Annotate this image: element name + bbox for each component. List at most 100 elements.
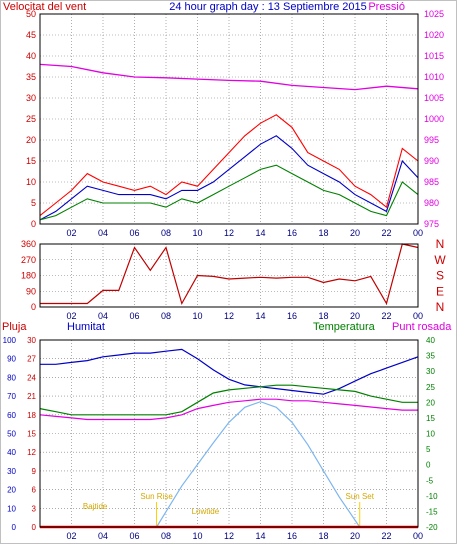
header-center-label: 24 hour graph day : 13 Septiembre 2015: [169, 1, 367, 13]
temperature-y-tick-label: 35: [426, 352, 435, 361]
x-tick-label-wind: 04: [98, 228, 108, 238]
x-tick-label-dir: 04: [98, 311, 108, 321]
pressure-y-tick-label: 1025: [424, 9, 444, 19]
pressure-line: [39, 63, 419, 91]
humidity-y-tick-label: 80: [7, 373, 16, 382]
x-tick-label-dir: 16: [287, 311, 297, 321]
solar-curve-line: [156, 401, 361, 528]
rain-y-tick-label: 30: [27, 336, 36, 345]
pressure-y-tick-label: 990: [424, 156, 439, 166]
temperature-y-tick-label: 10: [426, 430, 435, 439]
x-tick-label-atmos: 10: [192, 531, 202, 541]
plot-frame-atmos: [39, 339, 419, 528]
x-tick-label-atmos: 02: [66, 531, 76, 541]
wind-y-tick-label: 25: [26, 114, 36, 124]
x-tick-label-wind: 08: [161, 228, 171, 238]
x-tick-label-dir: 12: [224, 311, 234, 321]
wind-y-tick-label: 5: [31, 198, 36, 208]
pressure-y-tick-label: 1000: [424, 114, 444, 124]
pressure-y-tick-label: 985: [424, 177, 439, 187]
x-tick-label-dir: 18: [318, 311, 328, 321]
wind-y-tick-label: 35: [26, 72, 36, 82]
x-tick-label-atmos: 04: [98, 531, 108, 541]
wind-y-tick-label: 15: [26, 156, 36, 166]
direction-y-tick-label: 270: [21, 255, 36, 265]
pressure-y-tick-label: 980: [424, 198, 439, 208]
header-right-label: Pressió: [368, 1, 405, 13]
wind-line-red: [39, 114, 419, 217]
wind-y-tick-label: 50: [26, 9, 36, 19]
x-tick-label-dir: 10: [192, 311, 202, 321]
rain-y-tick-label: 21: [27, 392, 36, 401]
annotation-label: Sun Rise: [140, 492, 173, 501]
temperature-y-tick-label: 40: [426, 336, 435, 345]
pressure-y-tick-label: 1015: [424, 51, 444, 61]
wind-y-tick-label: 0: [31, 219, 36, 229]
x-tick-label-wind: 18: [318, 228, 328, 238]
humidity-y-tick-label: 70: [7, 392, 16, 401]
direction-y-tick-label: 90: [26, 286, 36, 296]
temperature-y-tick-label: 5: [426, 445, 431, 454]
wind-y-tick-label: 40: [26, 51, 36, 61]
x-tick-label-dir: 06: [129, 311, 139, 321]
x-tick-label-dir: 14: [255, 311, 265, 321]
x-tick-label-wind: 20: [350, 228, 360, 238]
temperature-line: [39, 384, 418, 416]
dewpoint-label: Punt rosada: [392, 321, 452, 333]
dewpoint-line: [39, 398, 418, 421]
x-tick-label-atmos: 12: [224, 531, 234, 541]
humidity-y-tick-label: 10: [7, 504, 16, 513]
x-tick-label-atmos: 14: [255, 531, 265, 541]
direction-compass-label: E: [436, 284, 444, 298]
rain-y-tick-label: 3: [32, 504, 37, 513]
rain-y-tick-label: 18: [27, 411, 36, 420]
humidity-y-tick-label: 100: [3, 336, 17, 345]
direction-y-tick-label: 360: [21, 239, 36, 249]
humidity-y-tick-label: 0: [12, 523, 17, 532]
annotation-label: Bajtide: [83, 502, 108, 511]
temperature-y-tick-label: 30: [426, 367, 435, 376]
humidity-line: [40, 348, 419, 395]
wind-y-tick-label: 45: [26, 30, 36, 40]
temperature-y-tick-label: 0: [426, 461, 431, 470]
annotation-label: Lowtide: [192, 507, 220, 516]
humidity-y-tick-label: 50: [7, 430, 16, 439]
pressure-y-tick-label: 1005: [424, 93, 444, 103]
direction-y-tick-label: 0: [31, 302, 36, 312]
wind-y-tick-label: 10: [26, 177, 36, 187]
wind-y-tick-label: 20: [26, 135, 36, 145]
rain-y-tick-label: 6: [32, 486, 37, 495]
x-tick-label-wind: 12: [224, 228, 234, 238]
direction-compass-label: N: [436, 300, 445, 314]
humidity-label: Humitat: [67, 321, 105, 333]
x-tick-label-wind: 16: [287, 228, 297, 238]
wind-line-blue: [39, 135, 419, 221]
rain-y-tick-label: 15: [27, 430, 36, 439]
x-tick-label-wind: 02: [66, 228, 76, 238]
x-tick-label-atmos: 00: [413, 531, 423, 541]
humidity-y-tick-label: 40: [7, 448, 16, 457]
x-tick-label-dir: 00: [413, 311, 423, 321]
rain-y-tick-label: 9: [32, 467, 37, 476]
x-tick-label-wind: 06: [129, 228, 139, 238]
x-tick-label-wind: 10: [192, 228, 202, 238]
x-tick-label-dir: 22: [381, 311, 391, 321]
direction-compass-label: S: [436, 269, 444, 283]
x-tick-label-dir: 20: [350, 311, 360, 321]
pressure-y-tick-label: 995: [424, 135, 439, 145]
pressure-y-tick-label: 975: [424, 219, 439, 229]
x-tick-label-atmos: 20: [350, 531, 360, 541]
x-tick-label-atmos: 06: [129, 531, 139, 541]
humidity-y-tick-label: 20: [7, 486, 16, 495]
x-tick-label-wind: 22: [381, 228, 391, 238]
gridlines: [40, 13, 419, 528]
rain-y-tick-label: 12: [27, 448, 36, 457]
x-tick-label-wind: 14: [255, 228, 265, 238]
temperature-y-tick-label: 25: [426, 383, 435, 392]
plot-frame-dir: [39, 243, 419, 308]
direction-compass-label: N: [436, 237, 445, 251]
header-left-label: Velocitat del vent: [3, 1, 86, 13]
